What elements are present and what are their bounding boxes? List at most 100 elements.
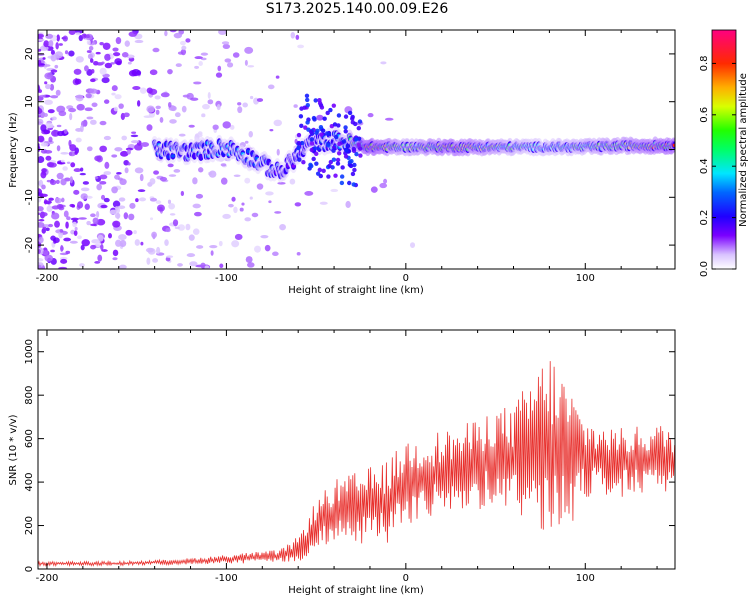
ridge-branch-blob [326, 174, 331, 179]
spectral-noise-blob [38, 135, 45, 143]
spectral-noise-blob [124, 167, 129, 174]
spectral-noise-blob [73, 230, 78, 236]
spectral-noise-blob [78, 217, 87, 220]
spectral-noise-blob [99, 181, 107, 185]
spectral-noise-blob [174, 112, 181, 118]
spectral-noise-blob [76, 103, 85, 111]
chart-title: S173.2025.140.00.09.E26 [265, 1, 449, 17]
spectral-noise-blob [149, 197, 157, 202]
y-tick-label: 1000 [24, 339, 35, 364]
spectral-noise-blob [100, 194, 106, 200]
spectral-noise-blob [114, 94, 122, 100]
spectral-noise-blob [134, 239, 140, 246]
ridge-branch-blob [305, 120, 310, 125]
spectral-noise-blob [50, 49, 55, 56]
ridge-branch-blob [356, 125, 361, 131]
spectral-noise-blob [216, 104, 221, 111]
spectral-noise-blob [177, 263, 183, 267]
spectral-noise-blob [180, 190, 185, 197]
ridge-core [291, 164, 296, 168]
ridge-branch-blob [308, 129, 314, 135]
spectral-noise-blob [48, 197, 54, 201]
spectral-noise-blob [150, 217, 154, 221]
ridge-branch-blob [343, 154, 349, 159]
spectral-noise-blob [380, 61, 387, 65]
ridge-branch-blob [325, 131, 330, 136]
ridge-branch-blob [314, 151, 319, 157]
spectral-noise-blob [44, 122, 54, 129]
spectral-noise-blob [68, 30, 76, 35]
spectral-noise-blob [54, 197, 62, 204]
spectral-noise-blob [114, 212, 121, 219]
spectral-noise-blob [330, 188, 339, 193]
spectral-noise-blob [86, 116, 94, 120]
spectral-noise-blob [164, 239, 169, 247]
spectral-noise-blob [143, 115, 152, 119]
spectral-noise-blob [60, 152, 69, 155]
ridge-branch-blob [309, 141, 315, 146]
spectral-noise-blob [75, 32, 81, 36]
spectral-noise-blob [60, 258, 68, 264]
spectral-noise-blob [192, 228, 200, 235]
spectral-noise-blob [103, 135, 112, 141]
spectral-noise-blob [112, 47, 119, 52]
spectral-noise-blob [233, 206, 238, 214]
spectral-noise-blob [249, 95, 254, 100]
spectral-noise-blob [38, 59, 42, 66]
spectral-noise-blob [92, 217, 99, 225]
spectral-noise-blob [134, 143, 143, 151]
spectral-noise-blob [279, 223, 286, 231]
spectral-noise-blob [128, 70, 138, 77]
spectral-noise-blob [38, 264, 42, 269]
spectral-noise-blob [43, 40, 50, 48]
spectral-noise-blob [95, 51, 101, 55]
ridge-branch-blob [331, 103, 337, 108]
spectral-noise-blob [185, 223, 191, 231]
spectral-noise-blob [167, 163, 174, 168]
spectral-noise-blob [59, 229, 64, 233]
spectral-noise-blob [218, 30, 227, 36]
spectral-noise-blob [185, 38, 191, 43]
spectral-noise-blob [277, 181, 286, 185]
ridge-branch-blob [313, 98, 318, 103]
spectral-noise-blob [62, 35, 68, 42]
spectral-noise-blob [66, 216, 71, 221]
spectral-noise-blob [40, 124, 47, 132]
ridge-branch-blob [343, 129, 348, 134]
spectral-noise-blob [87, 53, 94, 60]
y-tick-label: 200 [24, 516, 35, 535]
spectral-noise-blob [72, 221, 78, 228]
spectral-noise-blob [44, 99, 53, 105]
colorbar-tick-label: 0.6 [699, 107, 710, 123]
colorbar [711, 29, 737, 270]
spectral-noise-blob [254, 245, 261, 253]
spectral-noise-blob [54, 64, 59, 69]
spectral-noise-blob [125, 229, 133, 236]
spectral-noise-blob [233, 174, 241, 178]
spectral-noise-blob [69, 144, 77, 152]
spectral-noise-blob [112, 200, 121, 208]
spectral-noise-blob [128, 213, 135, 221]
ridge-branch-blob [336, 123, 341, 128]
spectral-noise-blob [244, 177, 251, 184]
y-axis-label: Frequency (Hz) [8, 112, 19, 188]
spectral-noise-blob [41, 228, 46, 234]
ridge-branch-blob [325, 143, 331, 148]
spectral-noise-blob [60, 159, 65, 163]
y-tick-label: 0 [24, 566, 35, 572]
spectral-noise-blob [155, 200, 162, 205]
spectral-noise-blob [56, 172, 64, 180]
spectral-noise-blob [51, 205, 60, 210]
spectral-noise-blob [121, 52, 129, 58]
spectral-noise-blob [220, 177, 228, 185]
spectral-noise-blob [50, 235, 56, 241]
spectral-noise-blob [210, 250, 214, 256]
ridge-branch-blob [353, 121, 358, 127]
colorbar-tick-label: 0.8 [699, 55, 710, 71]
ridge-branch-blob [296, 132, 302, 138]
spectral-noise-blob [48, 223, 54, 228]
spectral-noise-blob [265, 191, 274, 196]
spectral-noise-blob [136, 100, 141, 107]
spectral-noise-blob [63, 129, 68, 135]
